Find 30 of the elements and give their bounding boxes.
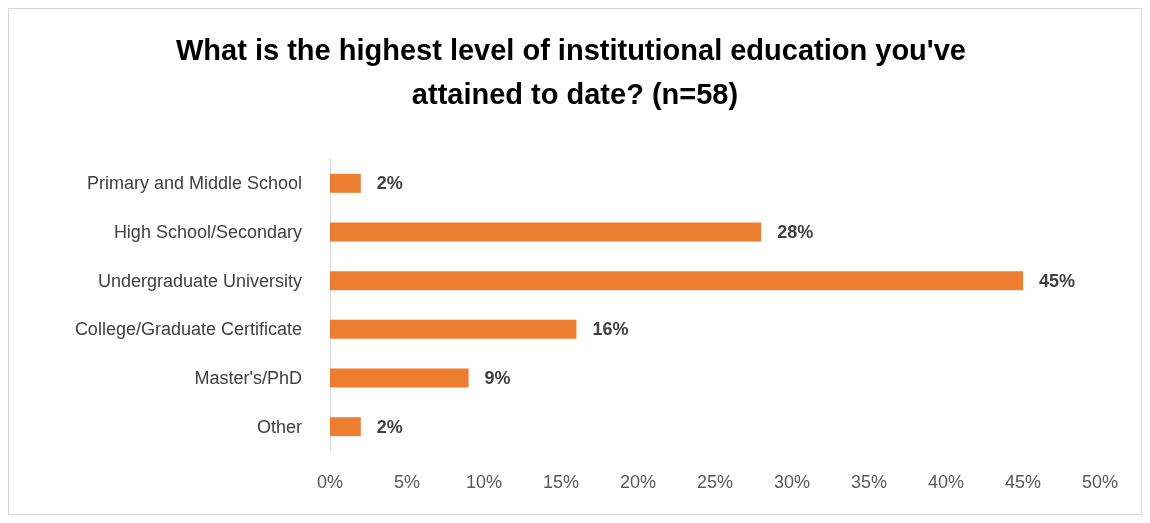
y-tick-label: College/Graduate Certificate [74,319,302,340]
x-tick-label: 20% [619,472,657,492]
y-tick-label: High School/Secondary [113,222,302,242]
x-tick-label: 35% [850,472,888,492]
bar [330,368,469,388]
data-label: 2% [376,173,403,194]
x-tick-label: 0% [316,472,344,492]
y-tick-label: Master's/PhD [194,368,302,388]
bar [330,222,762,242]
x-tick-label: 25% [696,472,734,492]
bar [330,271,1023,291]
bar [330,319,577,339]
x-tick-label: 50% [1081,472,1119,492]
x-tick-label: 30% [773,472,811,492]
x-tick-label: 10% [465,472,503,492]
x-tick-label: 45% [1004,472,1042,492]
x-tick-label: 40% [927,472,965,492]
y-tick-label: Undergraduate University [97,270,302,291]
chart-title: What is the highest level of institutional education you've attained to date? (n=58) [175,34,975,110]
data-label: 16% [592,319,629,340]
bar [330,173,361,193]
bar [330,417,361,437]
y-tick-label: Primary and Middle School [86,173,302,194]
data-label: 45% [1039,270,1076,291]
data-label: 9% [484,368,511,388]
x-tick-label: 15% [542,472,580,492]
data-label: 28% [777,222,814,242]
x-tick-label: 5% [393,472,421,492]
data-label: 2% [376,416,403,437]
y-tick-label: Other [256,416,302,437]
